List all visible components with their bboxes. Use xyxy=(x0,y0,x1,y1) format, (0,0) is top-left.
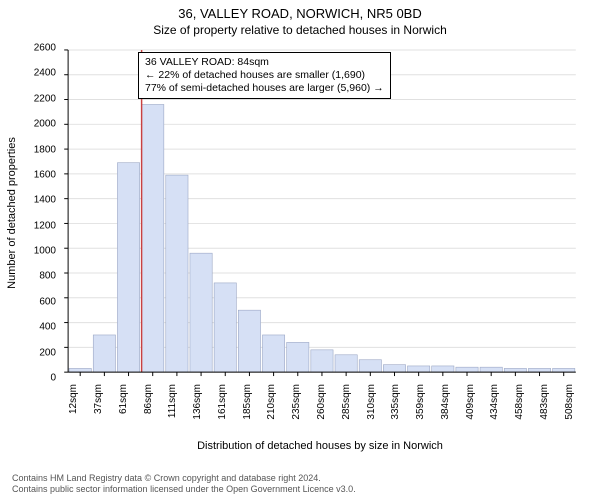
x-tick-label: 61sqm xyxy=(118,384,129,414)
histogram-bar xyxy=(456,367,478,372)
x-tick-label: 335sqm xyxy=(390,384,401,420)
x-tick-label: 359sqm xyxy=(415,384,426,420)
x-tick-label: 111sqm xyxy=(167,384,178,418)
histogram-bar xyxy=(408,366,430,372)
y-tick-label: 2200 xyxy=(20,93,56,104)
histogram-bar xyxy=(359,360,381,372)
chart-plot-area: 36 VALLEY ROAD: 84sqm ← 22% of detached … xyxy=(60,48,580,378)
footer-line2: Contains public sector information licen… xyxy=(12,484,356,494)
y-tick-label: 1000 xyxy=(20,246,56,257)
y-tick-label: 1800 xyxy=(20,144,56,155)
annotation-line2: ← 22% of detached houses are smaller (1,… xyxy=(145,69,384,82)
histogram-bar xyxy=(480,367,502,372)
x-tick-label: 458sqm xyxy=(514,384,525,420)
histogram-bar xyxy=(553,368,575,372)
annotation-line1: 36 VALLEY ROAD: 84sqm xyxy=(145,56,384,69)
x-tick-label: 384sqm xyxy=(440,384,451,420)
x-tick-label: 12sqm xyxy=(68,384,79,414)
x-tick-label: 483sqm xyxy=(539,384,550,420)
histogram-bar xyxy=(190,253,212,372)
annotation-line3: 77% of semi-detached houses are larger (… xyxy=(145,82,384,95)
histogram-bar xyxy=(117,163,139,372)
x-tick-label: 434sqm xyxy=(489,384,500,420)
histogram-bar xyxy=(93,335,115,372)
histogram-bar xyxy=(142,104,164,372)
histogram-bar xyxy=(528,368,550,372)
x-tick-label: 210sqm xyxy=(266,384,277,420)
histogram-bar xyxy=(262,335,284,372)
x-tick-label: 185sqm xyxy=(242,384,253,420)
y-tick-label: 200 xyxy=(20,347,56,358)
histogram-bar xyxy=(238,310,260,372)
y-tick-label: 600 xyxy=(20,296,56,307)
histogram-bar xyxy=(214,283,236,372)
x-tick-label: 310sqm xyxy=(366,384,377,420)
y-tick-label: 2400 xyxy=(20,68,56,79)
histogram-bar xyxy=(311,350,333,372)
y-tick-label: 0 xyxy=(20,373,56,384)
x-tick-label: 161sqm xyxy=(217,384,228,420)
x-tick-label: 235sqm xyxy=(291,384,302,420)
page-subtitle: Size of property relative to detached ho… xyxy=(0,21,600,41)
histogram-bar xyxy=(383,365,405,372)
histogram-bar xyxy=(504,368,526,372)
x-tick-label: 285sqm xyxy=(341,384,352,420)
y-tick-label: 2000 xyxy=(20,119,56,130)
x-tick-label: 37sqm xyxy=(93,384,104,414)
annotation-box: 36 VALLEY ROAD: 84sqm ← 22% of detached … xyxy=(138,52,391,99)
y-tick-label: 400 xyxy=(20,322,56,333)
x-tick-label: 508sqm xyxy=(564,384,575,420)
y-tick-label: 800 xyxy=(20,271,56,282)
x-axis-label: Distribution of detached houses by size … xyxy=(60,440,580,452)
footer-text: Contains HM Land Registry data © Crown c… xyxy=(12,473,356,494)
histogram-bar xyxy=(432,366,454,372)
histogram-bar xyxy=(335,355,357,372)
y-tick-label: 2600 xyxy=(20,43,56,54)
y-tick-label: 1600 xyxy=(20,169,56,180)
histogram-bar xyxy=(287,342,309,372)
x-tick-label: 260sqm xyxy=(316,384,327,420)
x-tick-label: 136sqm xyxy=(192,384,203,420)
histogram-bar xyxy=(166,175,188,372)
page-title: 36, VALLEY ROAD, NORWICH, NR5 0BD xyxy=(0,0,600,21)
x-tick-label: 409sqm xyxy=(465,384,476,420)
x-axis-ticks: 12sqm 37sqm 61sqm 86sqm 111sqm 136sqm 161sqm 18… xyxy=(60,380,580,440)
x-tick-label: 86sqm xyxy=(143,384,154,414)
histogram-bar xyxy=(69,368,91,372)
y-axis-label: Number of detached properties xyxy=(6,48,20,378)
y-axis-ticks: 0200400600800100012001400160018002000220… xyxy=(20,48,56,378)
y-tick-label: 1200 xyxy=(20,220,56,231)
footer-line1: Contains HM Land Registry data © Crown c… xyxy=(12,473,356,483)
y-tick-label: 1400 xyxy=(20,195,56,206)
